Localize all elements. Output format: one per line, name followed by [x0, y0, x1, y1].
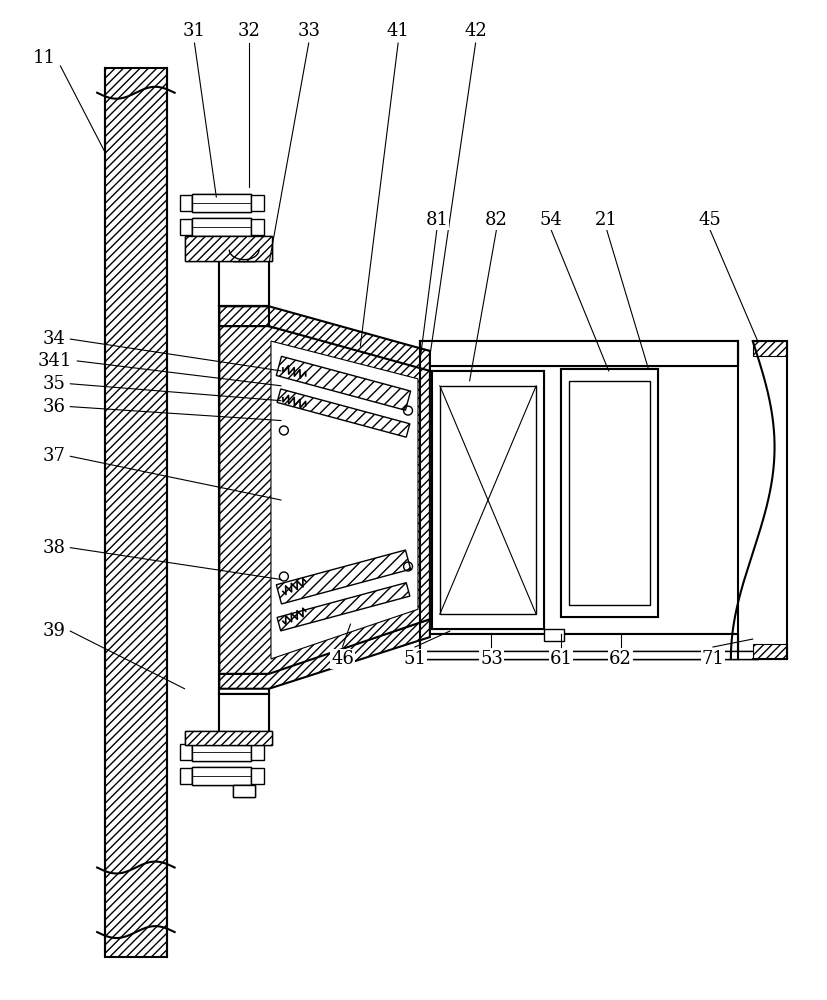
Text: 35: 35 — [43, 375, 66, 393]
Text: 45: 45 — [698, 211, 720, 229]
Text: 42: 42 — [464, 22, 486, 40]
Text: 53: 53 — [480, 650, 502, 668]
Bar — [752, 341, 786, 356]
Bar — [179, 219, 191, 235]
Text: 41: 41 — [386, 22, 409, 40]
Bar — [432, 371, 543, 629]
Bar — [219, 306, 269, 694]
Polygon shape — [276, 550, 410, 604]
Bar — [568, 381, 650, 605]
Bar — [251, 195, 264, 211]
Bar — [233, 785, 255, 797]
Bar — [184, 731, 271, 745]
Polygon shape — [219, 326, 429, 674]
Text: 11: 11 — [33, 49, 56, 67]
Bar — [191, 743, 251, 761]
Bar — [105, 68, 166, 957]
Text: 31: 31 — [183, 22, 206, 40]
Text: 21: 21 — [595, 211, 618, 229]
Text: 39: 39 — [43, 622, 66, 640]
Bar — [219, 694, 269, 738]
Polygon shape — [269, 306, 429, 371]
Text: 71: 71 — [700, 650, 724, 668]
Text: 341: 341 — [37, 352, 71, 370]
Text: 38: 38 — [43, 539, 66, 557]
Bar — [219, 306, 269, 694]
Bar — [179, 768, 191, 784]
Bar — [191, 218, 251, 236]
Text: 54: 54 — [539, 211, 562, 229]
Polygon shape — [276, 356, 410, 410]
Bar — [419, 634, 737, 659]
Bar — [191, 767, 251, 785]
Bar — [184, 236, 271, 261]
Bar — [184, 731, 271, 745]
Bar — [752, 644, 786, 659]
Bar — [179, 195, 191, 211]
Bar — [561, 369, 657, 617]
Bar — [251, 744, 264, 760]
Bar — [419, 341, 737, 366]
Bar — [251, 219, 264, 235]
Bar — [179, 744, 191, 760]
Text: 37: 37 — [43, 447, 66, 465]
Bar — [219, 260, 269, 306]
Bar — [390, 396, 414, 426]
Bar — [439, 386, 536, 614]
Bar — [184, 236, 271, 261]
Bar — [233, 247, 255, 261]
Bar — [191, 194, 251, 212]
Text: 81: 81 — [425, 211, 447, 229]
Bar — [432, 371, 543, 629]
Bar — [419, 341, 737, 366]
Bar — [191, 218, 251, 236]
Text: 51: 51 — [403, 650, 426, 668]
Bar — [233, 785, 255, 797]
Text: 82: 82 — [485, 211, 507, 229]
Text: 46: 46 — [331, 650, 353, 668]
Bar — [390, 545, 414, 574]
Bar — [191, 194, 251, 212]
Polygon shape — [270, 341, 418, 659]
Bar — [419, 634, 737, 659]
Bar — [191, 743, 251, 761]
Text: 32: 32 — [237, 22, 261, 40]
Bar — [233, 247, 255, 261]
Bar — [219, 694, 269, 738]
Bar — [219, 260, 269, 306]
Bar — [561, 369, 657, 617]
Polygon shape — [219, 306, 429, 369]
Text: 61: 61 — [549, 650, 571, 668]
Text: 34: 34 — [43, 330, 66, 348]
Text: 33: 33 — [297, 22, 320, 40]
Polygon shape — [277, 389, 409, 437]
Bar — [251, 768, 264, 784]
Polygon shape — [277, 583, 409, 631]
Bar — [419, 651, 757, 659]
Text: 62: 62 — [609, 650, 631, 668]
Bar — [191, 767, 251, 785]
Bar — [543, 629, 563, 641]
Text: 36: 36 — [43, 398, 66, 416]
Polygon shape — [219, 619, 429, 689]
Bar — [419, 651, 757, 659]
